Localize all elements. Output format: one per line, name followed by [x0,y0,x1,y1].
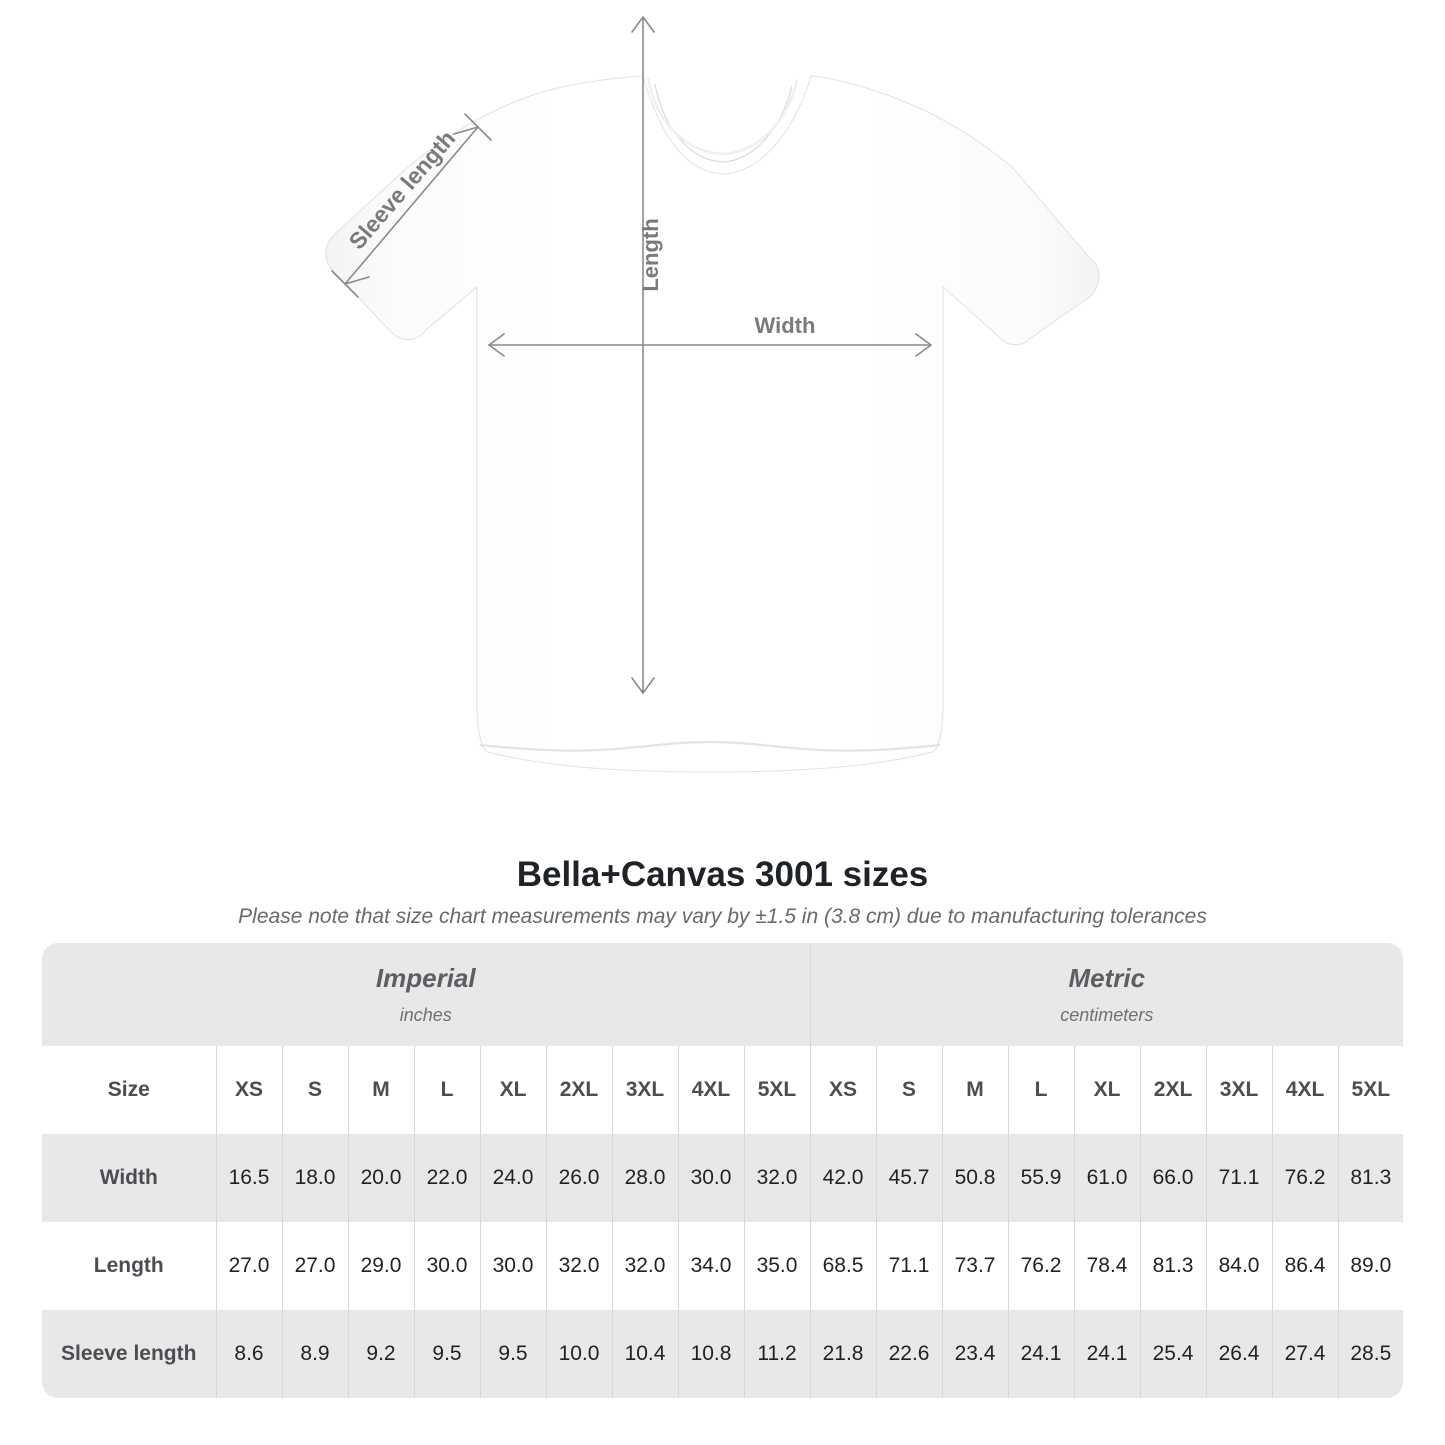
svg-text:Width: Width [755,313,816,338]
svg-text:Length: Length [638,218,663,291]
